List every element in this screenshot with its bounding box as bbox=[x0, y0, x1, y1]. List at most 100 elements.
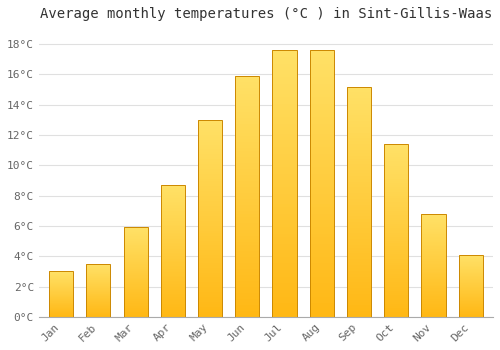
Bar bbox=[235, 118, 260, 121]
Bar bbox=[124, 257, 148, 258]
Bar bbox=[272, 190, 296, 194]
Bar bbox=[124, 280, 148, 281]
Bar bbox=[198, 204, 222, 206]
Bar bbox=[160, 190, 185, 192]
Bar bbox=[272, 293, 296, 297]
Bar bbox=[198, 221, 222, 223]
Bar bbox=[458, 263, 483, 264]
Bar bbox=[86, 287, 110, 288]
Bar bbox=[124, 228, 148, 317]
Bar bbox=[160, 254, 185, 256]
Bar bbox=[384, 187, 408, 189]
Bar bbox=[124, 293, 148, 294]
Bar bbox=[272, 87, 296, 90]
Bar bbox=[384, 217, 408, 220]
Bar bbox=[235, 76, 260, 317]
Bar bbox=[422, 245, 446, 246]
Bar bbox=[235, 293, 260, 296]
Bar bbox=[124, 261, 148, 262]
Bar bbox=[272, 277, 296, 280]
Bar bbox=[422, 236, 446, 237]
Bar bbox=[384, 276, 408, 278]
Bar bbox=[235, 130, 260, 133]
Bar bbox=[86, 266, 110, 267]
Bar bbox=[384, 211, 408, 213]
Bar bbox=[235, 236, 260, 239]
Bar bbox=[198, 179, 222, 181]
Bar bbox=[160, 264, 185, 266]
Bar bbox=[124, 278, 148, 279]
Title: Average monthly temperatures (°C ) in Sint-Gillis-Waas: Average monthly temperatures (°C ) in Si… bbox=[40, 7, 492, 21]
Bar bbox=[310, 134, 334, 137]
Bar bbox=[272, 220, 296, 224]
Bar bbox=[310, 207, 334, 210]
Bar bbox=[198, 157, 222, 159]
Bar bbox=[198, 250, 222, 253]
Bar bbox=[422, 264, 446, 265]
Bar bbox=[422, 282, 446, 284]
Bar bbox=[49, 286, 73, 287]
Bar bbox=[310, 257, 334, 260]
Bar bbox=[86, 272, 110, 273]
Bar bbox=[160, 312, 185, 314]
Bar bbox=[347, 86, 371, 317]
Bar bbox=[198, 211, 222, 213]
Bar bbox=[384, 209, 408, 211]
Bar bbox=[198, 309, 222, 312]
Bar bbox=[384, 261, 408, 263]
Bar bbox=[49, 309, 73, 310]
Bar bbox=[198, 275, 222, 278]
Bar bbox=[384, 159, 408, 161]
Bar bbox=[49, 300, 73, 301]
Bar bbox=[235, 124, 260, 127]
Bar bbox=[160, 282, 185, 284]
Bar bbox=[384, 222, 408, 224]
Bar bbox=[124, 304, 148, 306]
Bar bbox=[422, 308, 446, 309]
Bar bbox=[86, 302, 110, 303]
Bar bbox=[49, 313, 73, 314]
Bar bbox=[422, 256, 446, 258]
Bar bbox=[235, 260, 260, 262]
Bar bbox=[124, 281, 148, 282]
Bar bbox=[124, 309, 148, 310]
Bar bbox=[272, 183, 296, 187]
Bar bbox=[198, 152, 222, 154]
Bar bbox=[272, 74, 296, 77]
Bar bbox=[347, 104, 371, 107]
Bar bbox=[272, 64, 296, 67]
Bar bbox=[310, 224, 334, 227]
Bar bbox=[160, 202, 185, 203]
Bar bbox=[198, 262, 222, 265]
Bar bbox=[310, 273, 334, 277]
Bar bbox=[347, 121, 371, 124]
Bar bbox=[235, 76, 260, 79]
Bar bbox=[422, 277, 446, 278]
Bar bbox=[124, 235, 148, 236]
Bar bbox=[272, 307, 296, 310]
Bar bbox=[124, 251, 148, 252]
Bar bbox=[124, 271, 148, 272]
Bar bbox=[160, 303, 185, 305]
Bar bbox=[124, 287, 148, 288]
Bar bbox=[198, 199, 222, 201]
Bar bbox=[422, 275, 446, 277]
Bar bbox=[86, 300, 110, 301]
Bar bbox=[86, 274, 110, 275]
Bar bbox=[272, 253, 296, 257]
Bar bbox=[310, 210, 334, 214]
Bar bbox=[347, 127, 371, 130]
Bar bbox=[347, 95, 371, 98]
Bar bbox=[310, 157, 334, 160]
Bar bbox=[198, 285, 222, 287]
Bar bbox=[124, 240, 148, 241]
Bar bbox=[198, 135, 222, 137]
Bar bbox=[347, 305, 371, 308]
Bar bbox=[272, 160, 296, 163]
Bar bbox=[235, 109, 260, 112]
Bar bbox=[86, 305, 110, 306]
Bar bbox=[160, 244, 185, 246]
Bar bbox=[86, 275, 110, 276]
Bar bbox=[458, 306, 483, 307]
Bar bbox=[198, 132, 222, 135]
